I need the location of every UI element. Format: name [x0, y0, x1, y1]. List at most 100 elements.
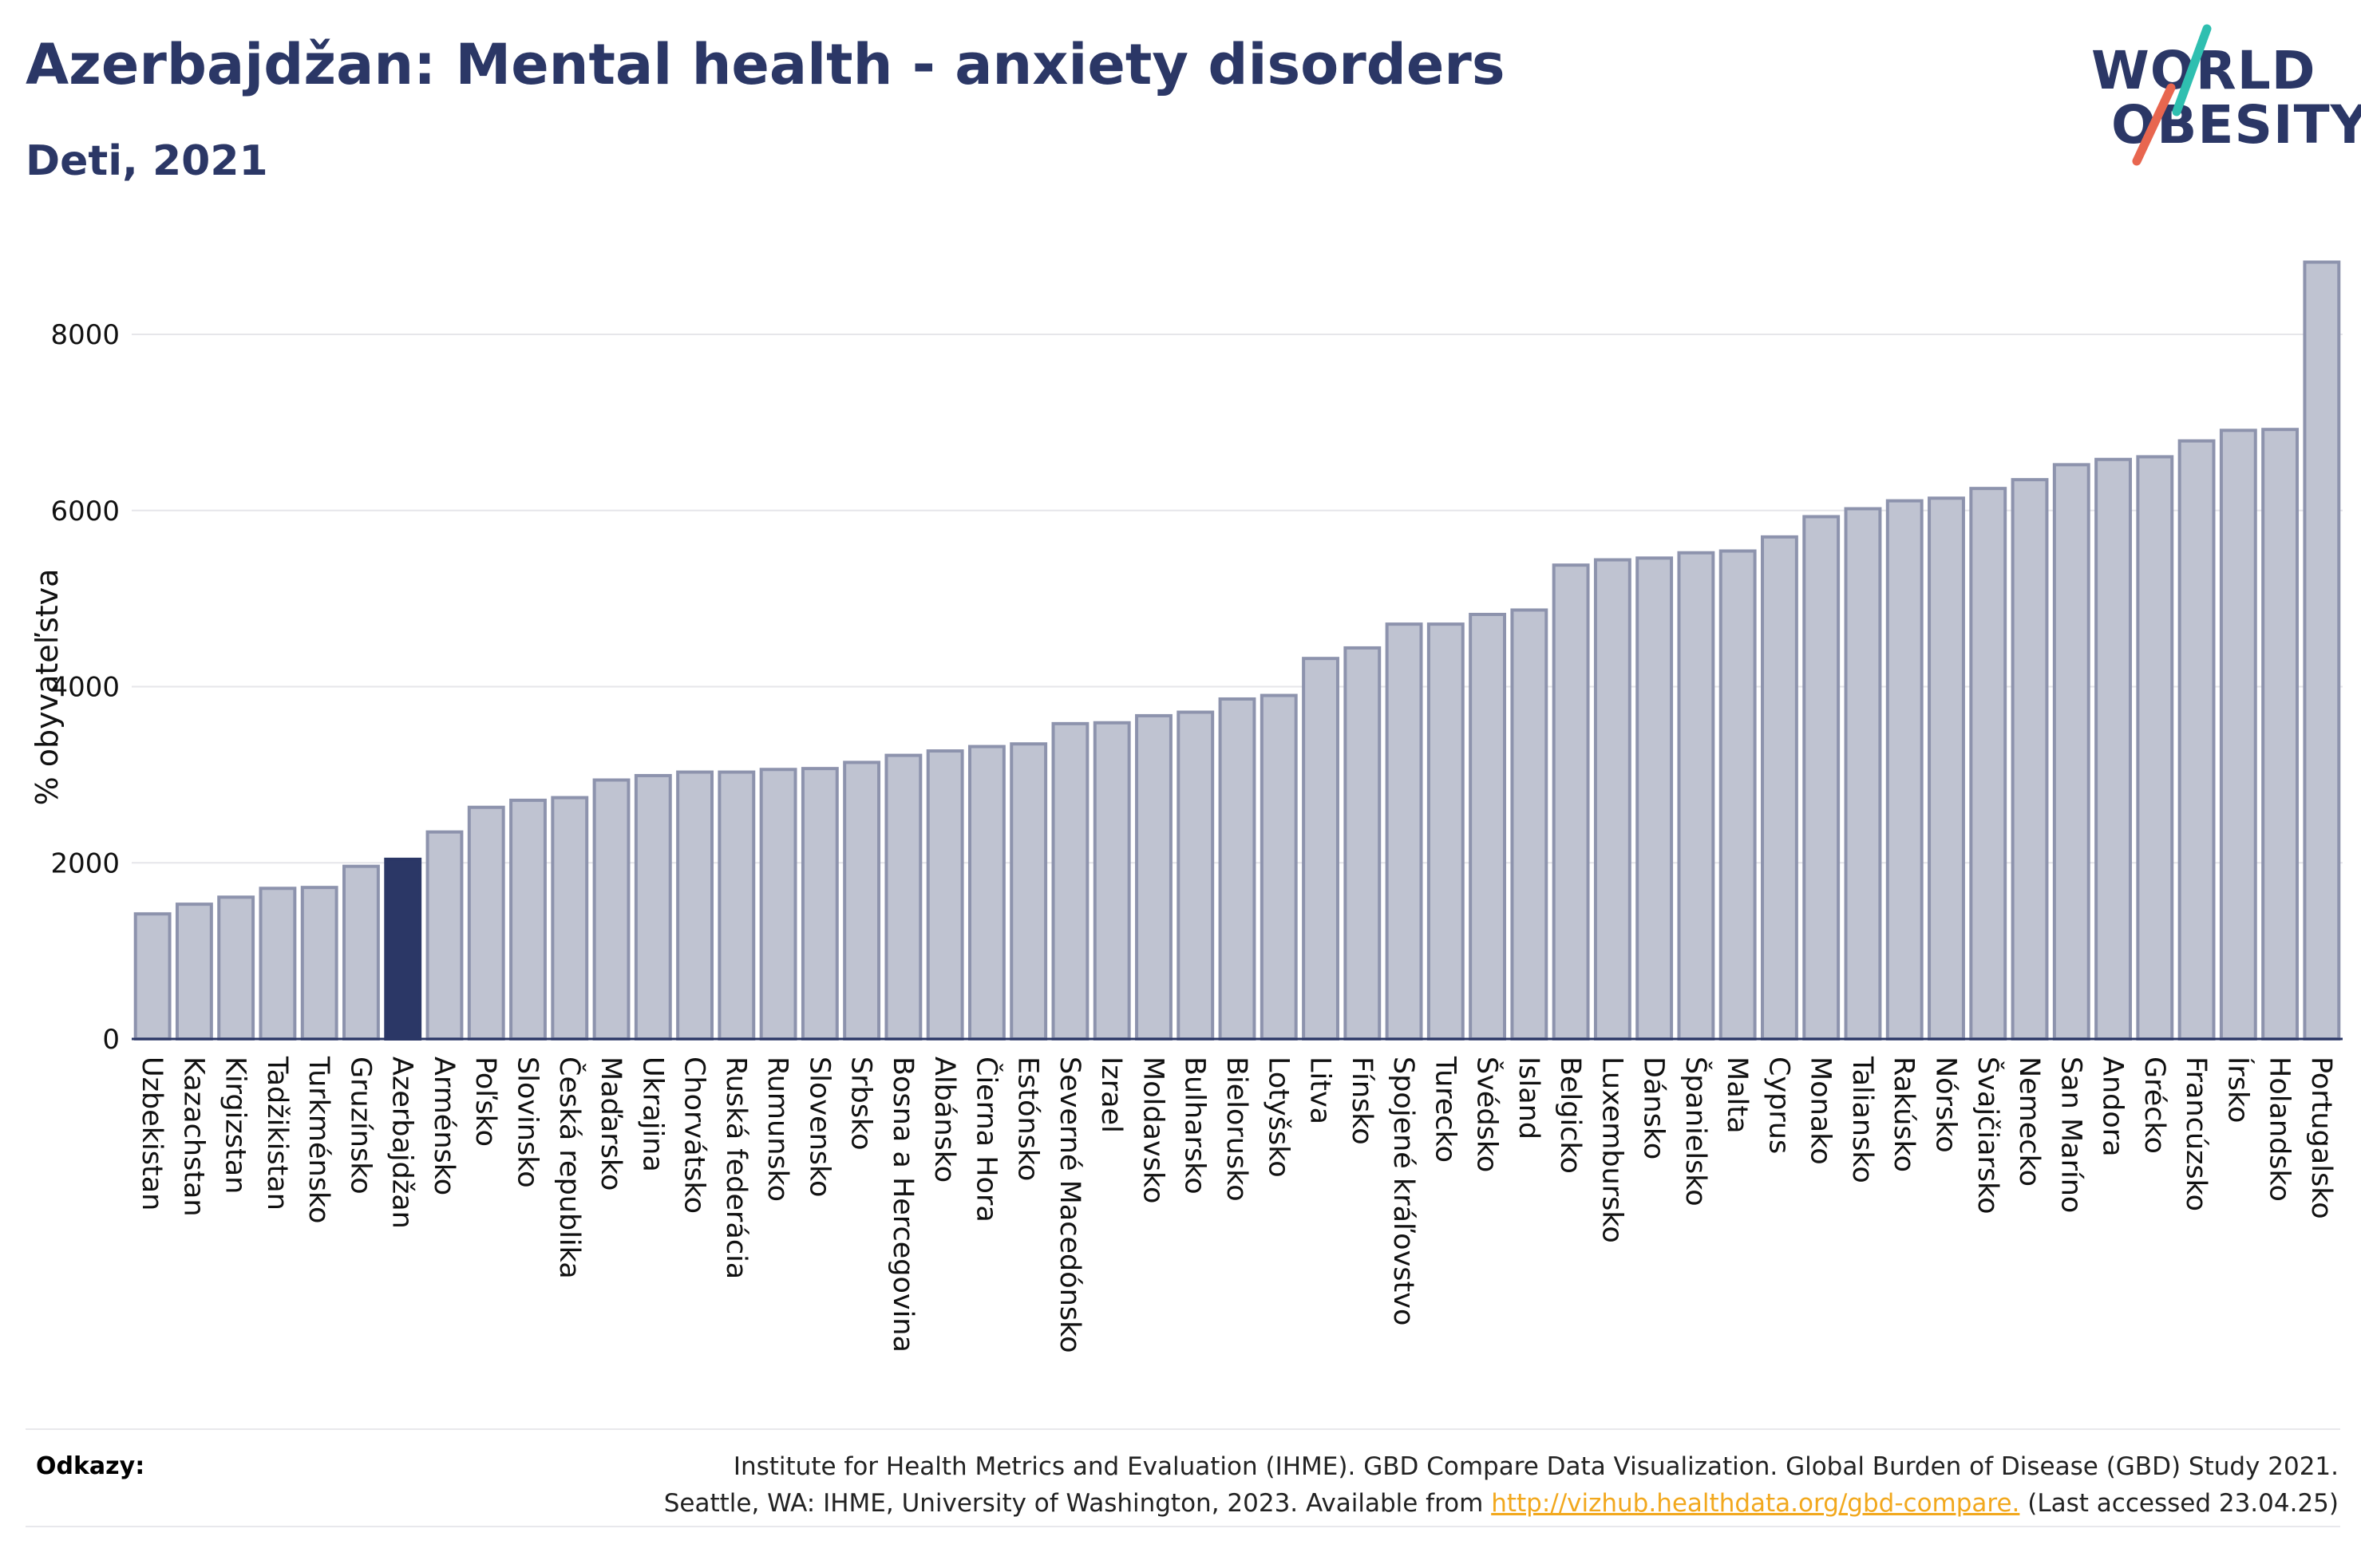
x-tick-label: San Maríno [2055, 1057, 2086, 1213]
y-tick-label: 2000 [50, 847, 120, 879]
bar-chart: 0 2000 4000 6000 8000 % obyvateľstva Uzbekista… [30, 260, 2343, 1353]
references-link[interactable]: http://vizhub.healthdata.org/gbd-compare… [1491, 1489, 2020, 1518]
x-tick-label: Slovensko [803, 1057, 835, 1197]
x-tick-label: Srbsko [845, 1057, 877, 1151]
bar [2052, 463, 2090, 1041]
bar [759, 768, 797, 1041]
bar [1051, 721, 1090, 1041]
bar [2011, 478, 2049, 1041]
bar [1885, 499, 1924, 1041]
bar [1010, 742, 1048, 1041]
x-tick-label: Arménsko [428, 1057, 460, 1195]
bar [1135, 713, 1173, 1041]
bar [1761, 535, 1798, 1041]
references-line1: Institute for Health Metrics and Evaluat… [733, 1452, 2339, 1481]
x-tick-label: Kazachstan [177, 1057, 209, 1217]
x-tick-label: Grécko [2138, 1057, 2170, 1154]
bar [1093, 721, 1131, 1041]
bar [1593, 558, 1631, 1041]
x-tick-label: Rakúsko [1888, 1057, 1920, 1172]
bar [2261, 428, 2300, 1041]
x-tick-label: Nórsko [1929, 1057, 1961, 1153]
bar [133, 912, 172, 1041]
x-tick-label: Estónsko [1012, 1057, 1044, 1181]
x-tick-label: Bielorusko [1220, 1057, 1252, 1202]
y-tick-label: 6000 [50, 496, 120, 527]
bar [1635, 556, 1674, 1041]
bar [1302, 657, 1339, 1041]
bar [2219, 429, 2257, 1041]
x-tick-label: Island [1513, 1057, 1544, 1139]
bar [1260, 693, 1298, 1041]
x-tick-label: Tadžikistan [261, 1056, 293, 1211]
bar [926, 749, 964, 1041]
bar [1677, 551, 1715, 1041]
x-tick-label: Gruzínsko [344, 1057, 376, 1195]
x-tick-label: Litva [1304, 1057, 1336, 1124]
x-tick-label: Bulharsko [1179, 1057, 1211, 1195]
bar [1969, 487, 2007, 1041]
logo-slash-icon [2132, 24, 2212, 166]
y-tick-label: 8000 [50, 319, 120, 351]
y-tick-label: 4000 [50, 672, 120, 704]
x-tick-label: Turkménsko [303, 1056, 334, 1223]
bar [884, 753, 923, 1041]
bar [1177, 710, 1215, 1041]
footer-divider-top [26, 1428, 2340, 1430]
x-tick-label: Monako [1805, 1057, 1837, 1165]
bar [1385, 622, 1423, 1041]
bar [843, 760, 881, 1041]
x-tick-label: Turecko [1429, 1056, 1461, 1163]
page-subtitle: Deti, 2021 [26, 137, 268, 185]
bar [1718, 549, 1757, 1041]
references-text: Institute for Health Metrics and Evaluat… [423, 1448, 2339, 1522]
x-tick-label: Ukrajina [636, 1057, 668, 1172]
references-line2: Seattle, WA: IHME, University of Washing… [423, 1485, 2339, 1522]
x-tick-label: Holandsko [2264, 1057, 2296, 1202]
x-tick-label: Kirgizstan [219, 1057, 251, 1194]
bar [384, 857, 422, 1041]
x-tick-label: Slovinsko [512, 1057, 544, 1188]
bar [2094, 457, 2132, 1041]
bar [425, 830, 464, 1041]
bar [300, 886, 338, 1041]
x-tick-label: Španielsko [1679, 1057, 1713, 1207]
bar [592, 778, 631, 1041]
x-tick-label: Luxembursko [1596, 1057, 1627, 1243]
references-line2-suffix: (Last accessed 23.04.25) [2019, 1489, 2339, 1518]
x-tick-label: Dánsko [1638, 1057, 1670, 1159]
x-tick-label: Švajčiarsko [1971, 1057, 2005, 1215]
x-tick-label: Rumunsko [761, 1057, 793, 1202]
bar [634, 773, 672, 1041]
bar [676, 770, 714, 1041]
x-tick-label: Bosna a Hercegovina [887, 1057, 919, 1353]
x-tick-label: Moldavsko [1137, 1057, 1169, 1203]
bar [1218, 697, 1256, 1041]
bar [1469, 612, 1507, 1041]
bar [509, 798, 547, 1041]
x-tick-label: Albánsko [928, 1057, 960, 1183]
x-tick-label: Švédsko [1471, 1057, 1505, 1172]
bar [217, 895, 255, 1041]
x-tick-label: Cyprus [1762, 1057, 1794, 1154]
bar [1802, 515, 1841, 1041]
footer-divider-bottom [26, 1526, 2340, 1527]
references-label: Odkazy: [36, 1452, 145, 1480]
x-tick-label: Nemecko [2013, 1057, 2045, 1187]
bar [259, 887, 297, 1041]
x-tick-label: Francúzsko [2180, 1057, 2212, 1211]
x-tick-label: Azerbajdžan [386, 1057, 418, 1229]
x-tick-label: Lotyšsko [1262, 1057, 1294, 1178]
bar [2303, 260, 2341, 1041]
x-tick-label: Uzbekistan [136, 1057, 168, 1211]
bar [967, 745, 1006, 1041]
x-tick-label: Chorvátsko [678, 1057, 710, 1214]
y-tick-label: 0 [102, 1024, 120, 1056]
bar [1928, 496, 1965, 1041]
bar [801, 767, 839, 1041]
bar [175, 902, 213, 1041]
x-tick-label: Severné Macedónsko [1054, 1057, 1086, 1353]
x-tick-label: Ruská federácia [720, 1057, 752, 1279]
bar [1510, 608, 1548, 1041]
x-tick-label: Maďarsko [595, 1057, 627, 1191]
